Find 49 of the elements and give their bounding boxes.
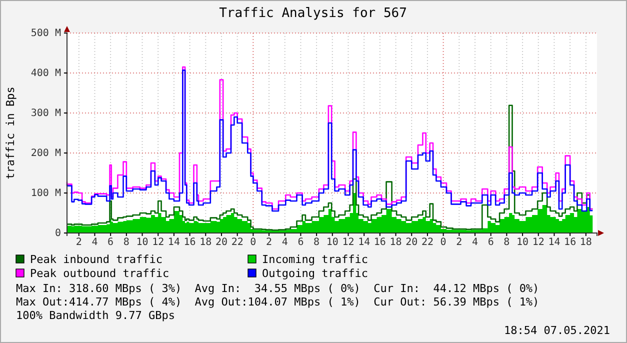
- y-axis-title: traffic in Bps: [4, 86, 17, 180]
- x-tick-label: 2: [76, 237, 82, 248]
- x-tick-label: 0: [440, 237, 446, 248]
- x-tick-label: 16: [564, 237, 576, 248]
- x-tick-label: 8: [504, 237, 510, 248]
- text: 100% Bandwidth 9.77 GBps: [16, 309, 175, 322]
- text: Max Out:414.77 MBps ( 4%) Avg Out:104.07 MBps ( 1%) Cur Out: 56.39 MBps ( 1%): [16, 296, 540, 308]
- x-tick-label: 16: [184, 237, 196, 248]
- x-tick-label: 6: [108, 237, 114, 248]
- x-tick-label: 10: [326, 237, 338, 248]
- x-tick-label: 14: [168, 237, 180, 248]
- x-tick-label: 14: [548, 237, 560, 248]
- legend-label: Incoming traffic: [262, 253, 368, 266]
- x-tick-label: 4: [472, 237, 478, 248]
- text: 18:54 07.05.2021: [504, 324, 610, 337]
- x-tick-label: 22: [421, 237, 434, 248]
- chart-title: Traffic Analysis for 567: [219, 6, 407, 21]
- y-tick-label: 100 M: [30, 188, 61, 200]
- x-tick-label: 2: [456, 237, 462, 248]
- x-tick-label: 20: [215, 237, 228, 248]
- x-tick-label: 12: [342, 237, 354, 248]
- x-tick-label: 2: [266, 237, 272, 248]
- x-tick-label: 10: [136, 237, 148, 248]
- x-tick-label: 18: [390, 237, 402, 248]
- x-tick-label: 6: [488, 237, 494, 248]
- legend-label: Peak outbound traffic: [30, 267, 170, 280]
- x-tick-label: 12: [532, 237, 544, 248]
- text: Max In: 318.60 MBps ( 3%) Avg In: 34.55 MBps ( 0%) Cur In: 44.12 MBps ( 0%): [16, 282, 540, 295]
- x-tick-label: 18: [580, 237, 592, 248]
- legend-label: Peak inbound traffic: [30, 253, 162, 266]
- x-tick-label: 0: [250, 237, 256, 248]
- x-tick-label: 8: [314, 237, 320, 248]
- x-tick-label: 4: [282, 237, 288, 248]
- x-tick-label: 18: [200, 237, 212, 248]
- y-tick-label: 500 M: [30, 28, 61, 40]
- y-tick-label: 0: [54, 228, 61, 240]
- x-tick-label: 8: [123, 237, 130, 248]
- x-tick-label: 4: [92, 237, 98, 248]
- y-tick-label: 200 M: [30, 148, 61, 160]
- x-tick-label: 6: [298, 237, 304, 248]
- y-tick-label: 400 M: [30, 68, 61, 80]
- x-tick-label: 22: [231, 237, 244, 248]
- x-tick-label: 14: [358, 237, 370, 248]
- x-tick-label: 16: [374, 237, 386, 248]
- x-tick-label: 10: [516, 237, 529, 248]
- legend-label: Outgoing traffic: [262, 267, 368, 280]
- x-tick-label: 12: [152, 237, 164, 248]
- y-tick-label: 300 M: [30, 108, 61, 120]
- x-tick-label: 20: [406, 237, 418, 248]
